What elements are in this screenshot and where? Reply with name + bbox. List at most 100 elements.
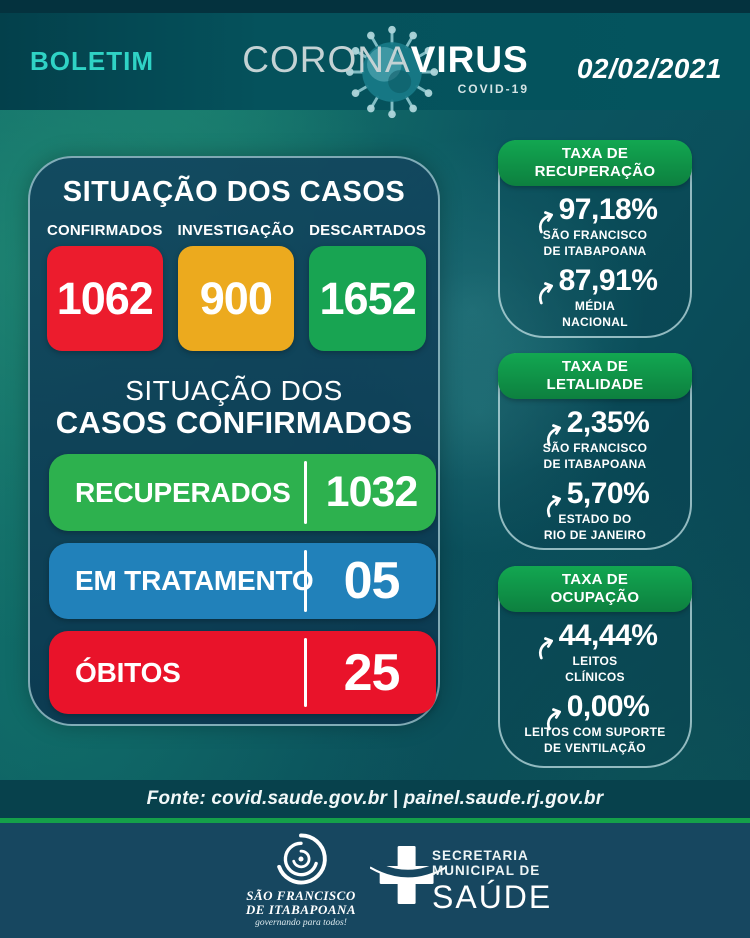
card-title-line1: TAXA DE — [561, 357, 629, 375]
health-department-text: SECRETARIA MUNICIPAL DE SAÚDE — [432, 848, 553, 915]
caption-line1: MÉDIA — [574, 299, 616, 314]
curved-up-arrow-icon — [546, 708, 561, 731]
card-lethality-rate-body: 2,35% SÃO FRANCISCO DE ITABAPOANA 5,70% … — [500, 397, 690, 548]
subtitle-line1: SITUAÇÃO DOS — [125, 375, 343, 406]
municipality-name-line2: DE ITABAPOANA — [245, 901, 357, 917]
rate-value: 97,18% — [558, 193, 658, 226]
stat-discarded-value: 1652 — [319, 272, 417, 324]
rate-value: 0,00% — [566, 690, 650, 724]
stat-confirmed-value: 1062 — [56, 272, 154, 324]
health-line1: SECRETARIA — [432, 848, 529, 863]
caption-line2: DE ITABAPOANA — [543, 456, 647, 471]
health-line3: SAÚDE — [432, 878, 553, 915]
source-text: Fonte: covid.saude.gov.br | painel.saude… — [146, 788, 604, 809]
card-recovery-rate-body: 97,18% SÃO FRANCISCO DE ITABAPOANA 87,91… — [500, 184, 690, 335]
subtitle-line2: CASOS CONFIRMADOS — [55, 405, 413, 441]
brand-corona-text: CORONA — [242, 39, 411, 80]
rate-entry: 2,35% SÃO FRANCISCO DE ITABAPOANA — [541, 406, 650, 472]
rate-value: 44,44% — [558, 619, 658, 652]
rate-entry: 87,91% MÉDIA NACIONAL — [533, 264, 658, 330]
card-title-line2: OCUPAÇÃO — [550, 589, 640, 606]
rate-caption: SÃO FRANCISCO DE ITABAPOANA — [543, 441, 648, 472]
row-in-treatment-value: 05 — [343, 552, 401, 610]
stat-confirmed: CONFIRMADOS 1062 — [47, 222, 163, 351]
rate-value: 2,35% — [566, 406, 650, 439]
caption-line2: DE ITABAPOANA — [543, 243, 647, 258]
coronavirus-icon — [345, 25, 439, 119]
stat-discarded: DESCARTADOS 1652 — [309, 222, 427, 351]
green-separator — [0, 818, 750, 823]
brand-virus-text: VIRUS — [410, 39, 529, 80]
rate-caption: MÉDIA NACIONAL — [562, 299, 628, 330]
card-title-line2: RECUPERAÇÃO — [534, 163, 656, 180]
curved-up-arrow-icon — [538, 211, 553, 234]
health-department-logo: SECRETARIA MUNICIPAL DE SAÚDE — [370, 837, 580, 927]
municipality-name-line1: SÃO FRANCISCO — [246, 888, 356, 903]
curved-up-arrow-icon — [546, 424, 561, 447]
rate-caption: SÃO FRANCISCO DE ITABAPOANA — [543, 228, 648, 259]
card-recovery-rate-header: TAXA DE RECUPERAÇÃO — [498, 140, 692, 186]
medical-cross-icon — [370, 845, 446, 905]
brand-covid19-text: COVID-19 — [457, 82, 529, 96]
caption-line1: LEITOS COM SUPORTE — [524, 725, 666, 740]
stat-investigation: INVESTIGAÇÃO 900 — [177, 222, 295, 351]
caption-line1: ESTADO DO — [558, 512, 632, 527]
row-recovered: RECUPERADOS 1032 — [49, 454, 436, 531]
case-stats-row: CONFIRMADOS 1062 INVESTIGAÇÃO 900 DESCAR… — [47, 222, 427, 351]
card-occupancy-rate: TAXA DE OCUPAÇÃO 44,44% LEITOS CLÍNICOS … — [498, 566, 692, 768]
header: BOLETIM — [0, 13, 750, 119]
card-occupancy-rate-body: 44,44% LEITOS CLÍNICOS 0,00% LEITOS COM … — [500, 610, 690, 761]
rate-entry: 0,00% LEITOS COM SUPORTE DE VENTILAÇÃO — [524, 690, 665, 756]
rate-caption: LEITOS CLÍNICOS — [565, 654, 625, 685]
card-title-line1: TAXA DE — [561, 144, 629, 162]
caption-line1: SÃO FRANCISCO — [542, 228, 648, 242]
rate-entry: 5,70% ESTADO DO RIO DE JANEIRO — [541, 477, 650, 543]
health-line2: MUNICIPAL DE — [432, 862, 541, 878]
brand-wordmark: CORONAVIRUS — [228, 38, 543, 82]
card-lethality-rate-header: TAXA DE LETALIDADE — [498, 353, 692, 399]
row-divider — [304, 550, 307, 612]
confirmed-cases-subtitle: SITUAÇÃO DOS CASOS CONFIRMADOS — [30, 375, 438, 441]
top-strip — [0, 0, 750, 13]
source-bar: Fonte: covid.saude.gov.br | painel.saude… — [0, 780, 750, 818]
rate-entry: 44,44% LEITOS CLÍNICOS — [533, 619, 658, 685]
caption-line2: CLÍNICOS — [565, 669, 625, 684]
caption-line1: LEITOS — [572, 654, 618, 668]
bulletin-date: 02/02/2021 — [576, 53, 722, 84]
rate-value: 87,91% — [558, 264, 658, 298]
stat-discarded-box: 1652 — [309, 246, 427, 351]
curved-up-arrow-icon — [538, 282, 553, 305]
row-divider — [304, 461, 307, 524]
rate-caption: LEITOS COM SUPORTE DE VENTILAÇÃO — [524, 725, 665, 756]
stat-discarded-label: DESCARTADOS — [309, 222, 427, 239]
caption-line2: RIO DE JANEIRO — [543, 527, 647, 542]
card-title-line1: TAXA DE — [561, 570, 629, 588]
footer-logos: SÃO FRANCISCO DE ITABAPOANA governando p… — [0, 823, 750, 938]
caption-line2: DE VENTILAÇÃO — [544, 740, 646, 755]
curved-up-arrow-icon — [546, 495, 561, 518]
stat-confirmed-label: CONFIRMADOS — [47, 222, 163, 239]
coronavirus-logo: CORONAVIRUS COVID-19 — [228, 25, 543, 119]
swirl-spiral-icon — [277, 833, 327, 885]
rate-caption: ESTADO DO RIO DE JANEIRO — [544, 512, 646, 543]
rate-value: 5,70% — [566, 477, 650, 511]
row-deaths: ÓBITOS 25 — [49, 631, 436, 714]
row-in-treatment-label: EM TRATAMENTO — [75, 565, 314, 596]
row-recovered-label: RECUPERADOS — [75, 476, 291, 508]
card-title-line2: LETALIDADE — [546, 376, 644, 393]
row-recovered-value: 1032 — [325, 468, 419, 516]
row-deaths-value: 25 — [343, 643, 401, 702]
cases-panel: SITUAÇÃO DOS CASOS CONFIRMADOS 1062 INVE… — [28, 156, 440, 726]
card-recovery-rate: TAXA DE RECUPERAÇÃO 97,18% SÃO FRANCISCO… — [498, 140, 692, 338]
row-deaths-label: ÓBITOS — [75, 656, 181, 688]
row-divider — [304, 638, 307, 707]
municipality-tagline: governando para todos! — [255, 918, 347, 929]
municipality-logo: SÃO FRANCISCO DE ITABAPOANA governando p… — [226, 831, 376, 928]
cases-panel-title: SITUAÇÃO DOS CASOS — [62, 176, 406, 208]
caption-line1: SÃO FRANCISCO — [542, 441, 648, 455]
stat-investigation-value: 900 — [199, 272, 273, 324]
stat-investigation-label: INVESTIGAÇÃO — [177, 222, 295, 239]
rate-entry: 97,18% SÃO FRANCISCO DE ITABAPOANA — [533, 193, 658, 259]
card-occupancy-rate-header: TAXA DE OCUPAÇÃO — [498, 566, 692, 612]
